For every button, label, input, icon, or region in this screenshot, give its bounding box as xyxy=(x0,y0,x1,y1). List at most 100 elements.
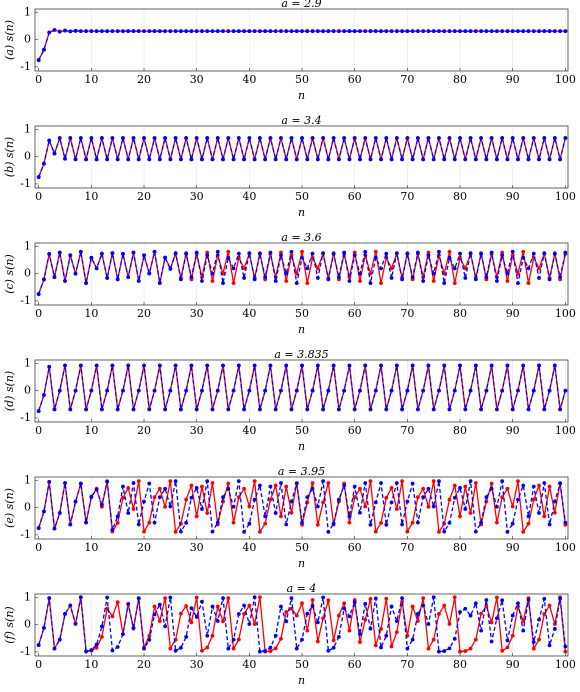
data-point xyxy=(505,529,510,534)
data-point xyxy=(221,619,225,624)
data-point xyxy=(305,611,310,616)
data-point xyxy=(89,648,94,652)
data-point xyxy=(178,645,183,650)
data-point xyxy=(363,601,368,606)
data-point xyxy=(215,29,220,34)
data-point xyxy=(231,29,236,34)
data-point xyxy=(389,29,394,34)
data-point xyxy=(252,479,257,483)
data-point xyxy=(400,596,404,600)
data-point xyxy=(252,363,257,368)
data-point xyxy=(452,483,457,488)
data-point xyxy=(173,529,178,534)
data-point xyxy=(221,281,225,286)
data-point xyxy=(463,407,468,412)
data-point xyxy=(447,407,452,412)
data-point xyxy=(521,529,526,534)
data-point xyxy=(257,407,262,412)
data-point xyxy=(489,363,494,368)
data-point xyxy=(531,29,536,34)
data-point xyxy=(526,266,531,271)
data-point xyxy=(273,483,278,488)
x-tick-label: 70 xyxy=(400,307,414,320)
data-point xyxy=(84,281,88,286)
data-point xyxy=(200,29,204,34)
data-point xyxy=(394,630,399,635)
y-axis-label: (c) s(n) xyxy=(3,254,16,294)
data-point xyxy=(521,136,526,140)
data-point xyxy=(373,529,378,534)
data-point xyxy=(363,249,368,254)
y-tick-label: 1 xyxy=(24,356,31,369)
data-point xyxy=(363,136,368,140)
data-point xyxy=(189,606,194,611)
data-point xyxy=(394,136,399,140)
data-point xyxy=(321,136,325,140)
data-point xyxy=(463,157,468,162)
x-tick-label: 100 xyxy=(555,73,576,86)
data-point xyxy=(289,29,294,34)
data-point xyxy=(500,479,505,483)
data-point xyxy=(494,520,499,525)
data-point xyxy=(315,639,320,644)
data-point xyxy=(279,29,283,34)
data-point xyxy=(368,626,373,631)
data-point xyxy=(500,598,505,603)
data-point xyxy=(405,29,410,34)
x-tick-label: 80 xyxy=(453,658,467,671)
data-point xyxy=(126,363,131,368)
x-tick-label: 90 xyxy=(506,658,520,671)
data-point xyxy=(42,509,46,514)
data-point xyxy=(252,497,257,502)
data-point xyxy=(531,646,536,651)
data-point xyxy=(226,136,231,140)
data-point xyxy=(347,614,352,619)
data-point xyxy=(184,136,189,140)
data-point xyxy=(426,29,431,34)
data-point xyxy=(521,628,526,633)
data-point xyxy=(184,252,189,256)
data-point xyxy=(68,522,73,527)
y-tick-label: 1 xyxy=(24,473,31,486)
data-point xyxy=(178,157,183,162)
data-point xyxy=(226,481,231,486)
data-point xyxy=(347,29,352,34)
data-point xyxy=(379,481,383,485)
data-point xyxy=(63,28,67,33)
data-point xyxy=(178,407,183,412)
data-point xyxy=(510,504,515,509)
x-tick-label: 80 xyxy=(453,190,467,203)
data-point xyxy=(284,363,289,368)
data-point xyxy=(94,29,99,34)
data-point xyxy=(178,277,183,282)
data-point xyxy=(447,255,452,260)
panel-title: a = 4 xyxy=(287,582,317,595)
data-point xyxy=(184,29,189,34)
data-point xyxy=(326,529,331,534)
data-point xyxy=(358,640,362,644)
data-point xyxy=(115,407,120,412)
data-point xyxy=(200,388,204,393)
data-point xyxy=(384,29,389,34)
data-point xyxy=(379,645,383,650)
data-point xyxy=(489,620,494,625)
data-point xyxy=(194,486,199,490)
data-point xyxy=(336,275,341,280)
data-point xyxy=(231,388,236,393)
data-point xyxy=(347,157,352,162)
data-point xyxy=(500,250,505,255)
x-tick-label: 40 xyxy=(242,307,256,320)
data-point xyxy=(236,251,241,256)
data-point xyxy=(379,281,383,286)
data-point xyxy=(221,157,225,162)
y-tick-label: 0 xyxy=(24,618,31,631)
data-point xyxy=(310,486,315,491)
data-point xyxy=(437,136,441,140)
data-point xyxy=(294,646,299,651)
data-point xyxy=(352,253,357,258)
data-point xyxy=(352,407,357,412)
data-point xyxy=(437,388,441,393)
data-point xyxy=(52,407,57,412)
x-tick-label: 70 xyxy=(400,658,414,671)
data-point xyxy=(310,136,315,140)
